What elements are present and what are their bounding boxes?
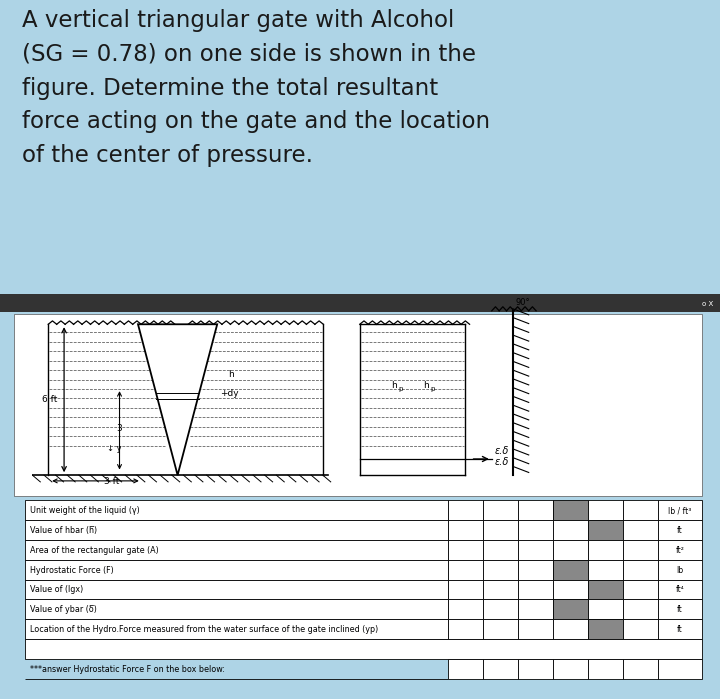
Bar <box>448 600 483 619</box>
Text: ft²: ft² <box>675 546 685 555</box>
Bar <box>518 579 553 600</box>
Bar <box>588 540 623 560</box>
Text: 6 ft: 6 ft <box>42 395 58 404</box>
Bar <box>623 619 658 639</box>
Bar <box>553 600 588 619</box>
Bar <box>553 520 588 540</box>
Text: Hydrostatic Force (F): Hydrostatic Force (F) <box>30 565 114 575</box>
Text: x: x <box>176 396 180 405</box>
Text: ***answer Hydrostatic Force F on the box below:: ***answer Hydrostatic Force F on the box… <box>30 665 225 674</box>
Bar <box>518 619 553 639</box>
Bar <box>448 540 483 560</box>
Bar <box>553 659 588 679</box>
Bar <box>553 560 588 579</box>
Bar <box>623 560 658 579</box>
Text: 3 ft: 3 ft <box>104 477 120 487</box>
Bar <box>518 500 553 520</box>
Bar <box>658 520 702 540</box>
Text: h: h <box>228 370 233 380</box>
Text: ft: ft <box>677 605 683 614</box>
Bar <box>588 600 623 619</box>
Bar <box>483 579 518 600</box>
Text: Unit weight of the liquid (γ): Unit weight of the liquid (γ) <box>30 506 140 515</box>
Bar <box>0 294 720 312</box>
Text: Value of ybar (ẟ̅): Value of ybar (ẟ̅) <box>30 605 97 614</box>
Bar <box>25 579 448 600</box>
Text: h: h <box>423 381 428 390</box>
Bar <box>553 619 588 639</box>
Bar <box>518 540 553 560</box>
Bar <box>448 579 483 600</box>
Bar <box>658 560 702 579</box>
Bar <box>25 540 448 560</box>
Bar <box>623 579 658 600</box>
Bar <box>553 540 588 560</box>
Bar <box>658 540 702 560</box>
Bar <box>623 540 658 560</box>
Bar <box>588 659 623 679</box>
Text: Location of the Hydro.Force measured from the water surface of the gate inclined: Location of the Hydro.Force measured fro… <box>30 625 379 634</box>
Bar <box>518 560 553 579</box>
Text: 90°: 90° <box>516 298 530 307</box>
Text: Value of (Igx): Value of (Igx) <box>30 586 84 594</box>
Text: p: p <box>430 386 434 392</box>
Polygon shape <box>138 324 217 475</box>
Bar <box>448 500 483 520</box>
Text: ε.δ: ε.δ <box>495 457 509 467</box>
Text: p: p <box>398 386 402 392</box>
Bar <box>483 500 518 520</box>
Bar <box>658 619 702 639</box>
Bar <box>623 659 658 679</box>
Bar <box>518 520 553 540</box>
Bar <box>658 600 702 619</box>
Text: lb: lb <box>677 565 683 575</box>
Bar <box>553 579 588 600</box>
Bar <box>25 639 702 659</box>
Text: Value of hbar (h̅): Value of hbar (h̅) <box>30 526 97 535</box>
Bar <box>483 540 518 560</box>
Bar <box>588 579 623 600</box>
Bar <box>588 619 623 639</box>
Bar <box>25 619 448 639</box>
Text: ft: ft <box>677 526 683 535</box>
Bar <box>448 619 483 639</box>
Bar <box>448 560 483 579</box>
Bar <box>25 600 448 619</box>
Text: 3: 3 <box>117 424 122 433</box>
Bar <box>658 579 702 600</box>
Bar <box>25 520 448 540</box>
Bar <box>588 560 623 579</box>
Bar <box>448 520 483 540</box>
Bar <box>518 659 553 679</box>
Text: 2 ft: 2 ft <box>171 357 184 366</box>
Bar <box>623 500 658 520</box>
Text: ft: ft <box>677 625 683 634</box>
Bar <box>623 520 658 540</box>
Text: +dy: +dy <box>220 389 238 398</box>
Bar <box>658 659 702 679</box>
Text: lb / ft³: lb / ft³ <box>668 506 692 515</box>
Bar <box>553 500 588 520</box>
Bar <box>623 600 658 619</box>
Bar <box>588 520 623 540</box>
Bar <box>658 500 702 520</box>
Text: ↓ y: ↓ y <box>107 445 122 454</box>
Text: o X: o X <box>701 301 713 307</box>
Text: ft⁴: ft⁴ <box>675 586 685 594</box>
Bar <box>483 659 518 679</box>
Text: ε.δ: ε.δ <box>495 446 509 456</box>
Bar <box>25 560 448 579</box>
Bar <box>518 600 553 619</box>
Bar <box>483 600 518 619</box>
Bar <box>14 315 702 496</box>
Bar <box>483 520 518 540</box>
Bar <box>483 619 518 639</box>
Text: h: h <box>391 381 397 390</box>
Text: Area of the rectangular gate (A): Area of the rectangular gate (A) <box>30 546 159 555</box>
Text: A vertical triangular gate with Alcohol
(SG = 0.78) on one side is shown in the
: A vertical triangular gate with Alcohol … <box>22 9 490 167</box>
Bar <box>483 560 518 579</box>
Bar <box>588 500 623 520</box>
Bar <box>448 659 483 679</box>
Bar <box>25 500 448 520</box>
